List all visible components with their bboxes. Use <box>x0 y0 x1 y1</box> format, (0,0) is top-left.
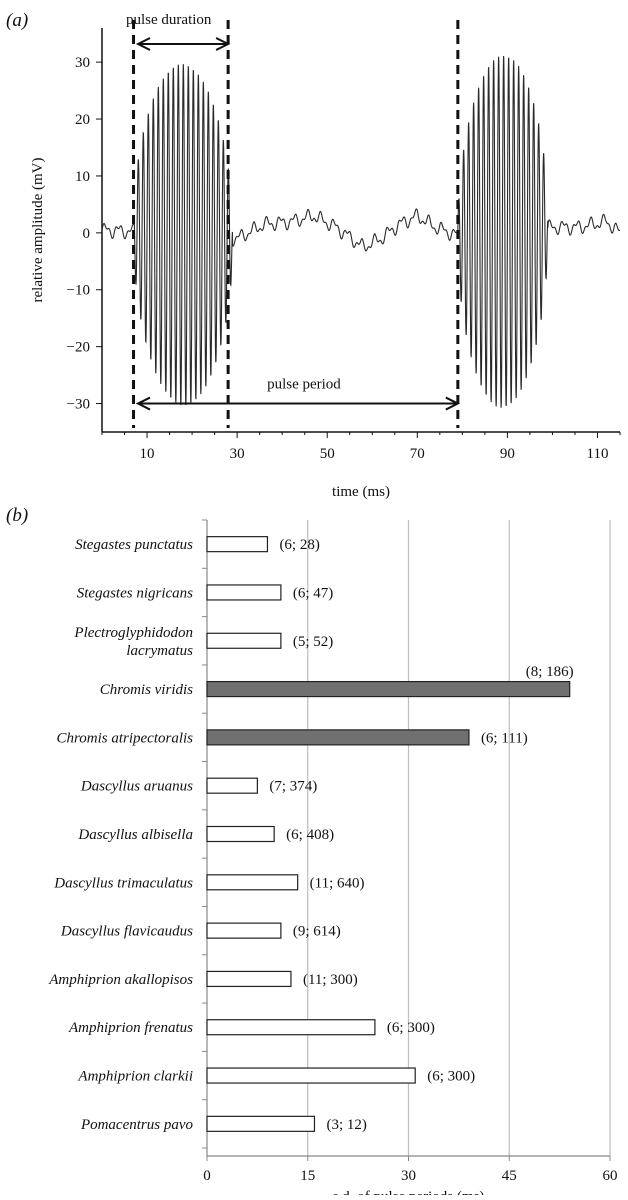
bar <box>206 874 299 891</box>
panel-label-b: (b) <box>6 505 28 526</box>
y-axis-title: relative amplitude (mV) <box>30 158 46 303</box>
pulse-duration-arrow-head-left <box>135 37 151 51</box>
category-label: Amphiprion clarkii <box>77 1069 193 1085</box>
x-tick-label: 0 <box>203 1168 211 1184</box>
waveform-chart: (a) −30 −20 −10 0 10 20 30 10 30 50 70 90 110 time (ms… <box>6 10 621 500</box>
data-label: (6; 300) <box>387 1020 435 1036</box>
data-label: (6; 47) <box>293 585 333 601</box>
category-label: Chromis atripectoralis <box>56 730 193 746</box>
pulse-period-label: pulse period <box>267 377 341 393</box>
data-label: (5; 52) <box>293 634 333 650</box>
pulse-duration-label: pulse duration <box>126 12 212 28</box>
data-label: (9; 614) <box>293 924 341 940</box>
data-label: (3; 12) <box>326 1117 366 1133</box>
bar <box>206 584 282 601</box>
y-tick-label: 30 <box>75 55 90 71</box>
category-label: Chromis viridis <box>100 682 193 698</box>
pulse-period-arrow-head-left <box>135 396 151 411</box>
data-label: (6; 111) <box>481 730 528 746</box>
data-label: (6; 300) <box>427 1069 475 1085</box>
category-label: Plectroglyphidodon <box>73 625 193 641</box>
figure-panel-b: (b) 0 15 30 45 60 s.d. of pulse periods (ms) St… <box>0 502 628 1200</box>
y-tick-label: −30 <box>67 397 90 413</box>
category-label: Amphiprion akallopisos <box>48 972 193 988</box>
y-tick-label: 20 <box>75 112 90 128</box>
bar <box>206 536 269 553</box>
x-tick-label: 45 <box>502 1168 517 1184</box>
bar <box>206 970 292 988</box>
data-label: (6; 28) <box>279 537 319 553</box>
category-label: Dascyllus albisella <box>77 827 193 843</box>
x-tick-label: 10 <box>140 446 155 462</box>
bar <box>206 1115 316 1132</box>
pulse-period-arrow-head-right <box>445 396 461 411</box>
y-tick-label: −20 <box>67 340 90 356</box>
bar <box>206 729 470 746</box>
x-tick-label: 15 <box>300 1168 315 1184</box>
x-axis-title: s.d. of pulse periods (ms) <box>333 1189 485 1195</box>
x-tick-label: 30 <box>230 446 245 462</box>
bar-chart: (b) 0 15 30 45 60 s.d. of pulse periods (ms) St… <box>6 505 618 1200</box>
x-tick-label: 60 <box>603 1168 618 1184</box>
x-tick-label: 90 <box>500 446 515 462</box>
bar <box>206 825 275 843</box>
category-label: lacrymatus <box>126 643 193 659</box>
data-label: (6; 408) <box>286 827 334 843</box>
bar <box>206 777 258 794</box>
x-tick-label: 70 <box>410 446 425 462</box>
bar <box>206 632 282 649</box>
category-label: Amphiprion frenatus <box>68 1020 193 1036</box>
y-tick-label: 0 <box>83 226 91 242</box>
x-tick-label: 50 <box>320 446 335 462</box>
y-tick-label: 10 <box>75 169 90 185</box>
pulse-duration-arrow-head-right <box>215 37 231 51</box>
category-label: Dascyllus flavicaudus <box>60 924 193 940</box>
x-tick-label: 110 <box>587 446 609 462</box>
bar <box>206 1067 416 1084</box>
category-label: Stegastes nigricans <box>77 585 193 601</box>
data-label: (11; 640) <box>310 875 365 891</box>
figure-panel-a: (a) −30 −20 −10 0 10 20 30 10 30 50 70 90 110 time (ms… <box>0 0 628 502</box>
data-label: (11; 300) <box>303 972 358 988</box>
bar <box>206 922 282 939</box>
x-axis-title: time (ms) <box>332 484 390 500</box>
category-label: Dascyllus aruanus <box>80 779 193 795</box>
x-tick-label: 30 <box>401 1168 416 1184</box>
category-label: Stegastes punctatus <box>75 537 193 553</box>
waveform-line <box>101 55 620 408</box>
y-tick-label: −10 <box>67 283 90 299</box>
bar <box>206 680 571 698</box>
data-label: (7; 374) <box>269 779 317 795</box>
panel-label-a: (a) <box>6 10 28 31</box>
category-label: Pomacentrus pavo <box>80 1117 194 1133</box>
category-label: Dascyllus trimaculatus <box>53 875 193 891</box>
bar <box>206 1019 376 1036</box>
data-label: (8; 186) <box>526 664 574 680</box>
